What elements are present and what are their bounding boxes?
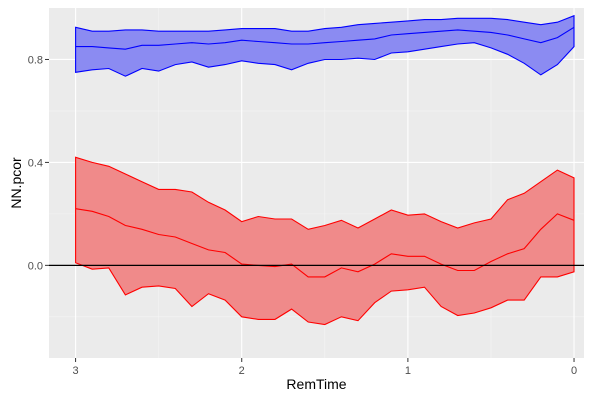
series-1-mid-line [75,208,575,278]
y-axis-title: NN.pcor [8,157,24,209]
x-tick-label: 1 [405,365,411,377]
axis-ticks: 3 2 1 0 0.0 0.4 0.8 [28,54,577,377]
x-tick-label: 2 [239,365,245,377]
series-1-ribbon [75,156,575,326]
x-axis-title: RemTime [286,376,346,392]
x-tick-label: 3 [73,365,79,377]
y-tick-label: 0.8 [28,54,43,66]
x-tick-label: 0 [571,365,577,377]
series-0-mid-line [75,26,575,50]
y-tick-label: 0.4 [28,157,43,169]
series-lines [75,26,575,278]
y-tick-label: 0.0 [28,260,43,272]
